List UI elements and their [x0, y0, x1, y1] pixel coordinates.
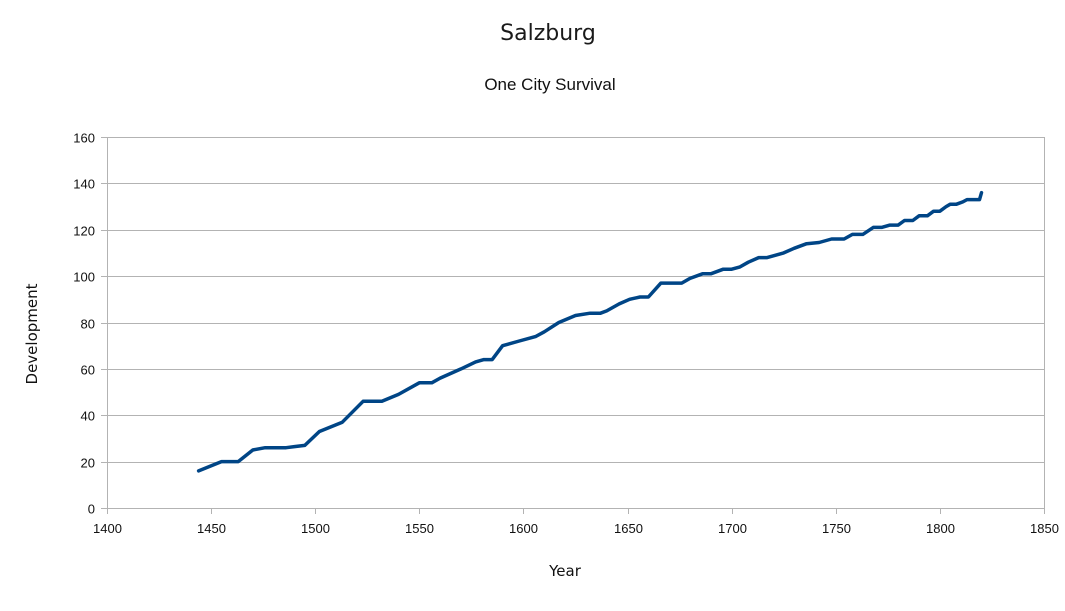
data-point: [793, 247, 796, 250]
data-point: [970, 198, 973, 201]
y-tick-label: 100: [73, 270, 95, 285]
data-point: [805, 242, 808, 245]
data-point: [938, 210, 941, 213]
data-point: [618, 302, 621, 305]
data-point: [482, 358, 485, 361]
data-point: [237, 460, 240, 463]
y-tick-label: 20: [81, 456, 95, 471]
data-point: [264, 446, 267, 449]
data-point: [430, 381, 433, 384]
data-point: [851, 233, 854, 236]
data-point: [251, 449, 254, 452]
data-point: [966, 198, 969, 201]
data-point: [843, 238, 846, 241]
y-tick-label: 120: [73, 224, 95, 239]
data-point: [949, 203, 952, 206]
data-point: [861, 233, 864, 236]
data-point: [628, 298, 631, 301]
data-point: [903, 219, 906, 222]
chart-subtitle: One City Survival: [484, 75, 615, 94]
data-point: [589, 312, 592, 315]
x-tick-label: 1550: [405, 521, 434, 536]
data-point: [880, 226, 883, 229]
data-point: [709, 272, 712, 275]
data-point: [418, 381, 421, 384]
chart-title: Salzburg: [500, 21, 596, 46]
data-point: [534, 335, 537, 338]
data-point: [680, 282, 683, 285]
data-point: [980, 191, 983, 194]
data-point: [730, 268, 733, 271]
data-point: [605, 309, 608, 312]
x-tick-label: 1600: [509, 521, 538, 536]
x-tick-label: 1700: [718, 521, 747, 536]
x-tick-label: 1750: [822, 521, 851, 536]
data-point: [888, 224, 891, 227]
y-tick-label: 60: [81, 363, 95, 378]
data-point: [293, 445, 296, 448]
data-point: [439, 377, 442, 380]
y-tick-label: 140: [73, 177, 95, 192]
data-point: [518, 340, 521, 343]
data-point: [689, 277, 692, 280]
data-point: [872, 226, 875, 229]
x-tick-label: 1500: [301, 521, 330, 536]
axes: [101, 137, 1045, 514]
tick-labels: 0 20 40 60 80 100 120 140 160 1400 1450 1500 1550 160…: [73, 131, 1059, 537]
data-point: [918, 214, 921, 217]
gridlines: [107, 137, 1044, 509]
data-point: [830, 238, 833, 241]
x-tick-label: 1650: [614, 521, 643, 536]
series-line-development: [196, 190, 984, 473]
x-tick-label: 1800: [926, 521, 955, 536]
y-tick-label: 160: [73, 131, 95, 146]
y-tick-label: 0: [88, 502, 95, 517]
data-point: [955, 203, 958, 206]
data-point: [460, 367, 463, 370]
data-point: [362, 400, 365, 403]
y-axis-label: Development: [23, 283, 41, 384]
data-point: [397, 393, 400, 396]
y-tick-label: 40: [81, 409, 95, 424]
data-point: [474, 360, 477, 363]
data-point: [739, 265, 742, 268]
data-point: [932, 210, 935, 213]
x-tick-label: 1450: [197, 521, 226, 536]
data-point: [747, 261, 750, 264]
data-point: [574, 314, 577, 317]
data-point: [303, 444, 306, 447]
data-point: [197, 469, 200, 472]
series-layer: [196, 190, 984, 473]
data-point: [766, 256, 769, 259]
x-axis-label: Year: [548, 562, 582, 580]
data-point: [897, 224, 900, 227]
data-point: [543, 330, 546, 333]
data-point: [599, 312, 602, 315]
data-point: [380, 400, 383, 403]
data-point: [701, 272, 704, 275]
data-point: [647, 296, 650, 299]
data-point: [285, 446, 288, 449]
data-point: [945, 205, 948, 208]
data-point: [659, 282, 662, 285]
data-point: [978, 198, 981, 201]
y-tick-label: 80: [81, 317, 95, 332]
data-point: [557, 321, 560, 324]
data-point: [341, 421, 344, 424]
data-point: [318, 430, 321, 433]
data-point: [911, 219, 914, 222]
data-point: [501, 344, 504, 347]
data-point: [782, 251, 785, 254]
data-point: [491, 358, 494, 361]
data-point: [961, 200, 964, 203]
x-tick-label: 1400: [93, 521, 122, 536]
data-point: [818, 241, 821, 244]
x-tick-label: 1850: [1030, 521, 1059, 536]
data-point: [639, 296, 642, 299]
data-point: [926, 214, 929, 217]
data-point: [220, 460, 223, 463]
data-point: [722, 268, 725, 271]
data-point: [757, 256, 760, 259]
